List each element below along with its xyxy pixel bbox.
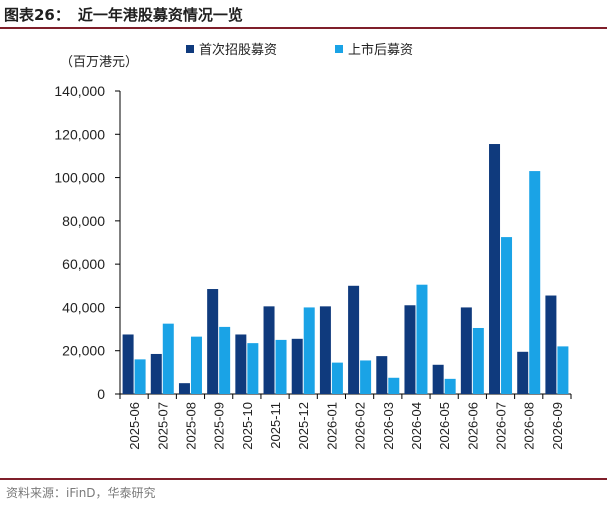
bar-ipo-2025-08 (178, 383, 190, 394)
bar-followon-2025-07 (162, 323, 174, 394)
y-tick-label: 100,000 (54, 170, 105, 186)
source-note: 资料来源：iFinD，华泰研究 (6, 486, 156, 500)
x-tick-label: 2026-03 (381, 402, 396, 450)
bar-followon-2026-05 (444, 378, 456, 394)
x-tick-label: 2025-08 (183, 402, 198, 450)
bar-ipo-2025-11 (263, 306, 275, 394)
x-tick-label: 2025-09 (212, 402, 227, 450)
x-axis: 2025-06 2025-07 2025-08 2025-09 2025-10 2025-… (119, 393, 572, 450)
x-tick-label: 2025-12 (296, 402, 311, 450)
x-tick-label: 2026-01 (324, 402, 339, 450)
bar-followon-2026-07 (501, 237, 513, 394)
bar-ipo-2025-06 (122, 334, 134, 394)
x-tick-label: 2026-09 (550, 402, 565, 450)
y-unit-label: （百万港元） (60, 55, 138, 70)
bar-ipo-2026-05 (432, 364, 444, 394)
legend-swatch-ipo (186, 45, 194, 53)
bar-ipo-2026-08 (517, 351, 529, 394)
y-tick-label: 40,000 (62, 299, 105, 315)
bar-ipo-2026-01 (319, 306, 331, 394)
y-tick-label: 120,000 (54, 126, 105, 142)
bar-followon-2025-12 (303, 307, 315, 394)
bar-ipo-2025-10 (235, 334, 247, 394)
bar-ipo-2026-06 (460, 307, 472, 394)
figure-title: 图表26： 近一年港股募资情况一览 (4, 4, 243, 25)
figure-label: 图表26： (4, 6, 70, 24)
bar-followon-2026-08 (529, 171, 541, 394)
bar-followon-2025-06 (134, 359, 146, 394)
bar-followon-2026-09 (557, 346, 569, 394)
x-tick-label: 2026-06 (465, 402, 480, 450)
x-tick-label: 2026-04 (409, 402, 424, 450)
bars (122, 144, 569, 394)
bar-ipo-2026-04 (404, 305, 416, 394)
bar-ipo-2025-07 (150, 353, 162, 394)
bar-ipo-2026-02 (348, 285, 360, 394)
x-tick-label: 2026-05 (437, 402, 452, 450)
bar-followon-2026-01 (331, 362, 343, 394)
y-axis: 0 20,000 40,000 60,000 80,000 100,000 120,000 1… (54, 83, 121, 402)
legend-label-ipo: 首次招股募资 (199, 42, 277, 58)
bar-followon-2025-11 (275, 339, 287, 394)
top-rule (0, 27, 607, 29)
x-tick-label: 2026-02 (353, 402, 368, 450)
x-tick-label: 2025-10 (240, 402, 255, 450)
x-tick-label: 2025-11 (268, 402, 283, 449)
bar-ipo-2026-07 (489, 144, 501, 394)
y-tick-label: 20,000 (62, 343, 105, 359)
y-tick-label: 80,000 (62, 213, 105, 229)
x-tick-label: 2026-07 (494, 402, 509, 450)
bar-followon-2025-10 (247, 343, 259, 394)
bar-followon-2026-02 (360, 360, 372, 394)
y-tick-label: 0 (97, 386, 105, 402)
y-tick-label: 60,000 (62, 256, 105, 272)
bar-followon-2026-03 (388, 377, 400, 394)
legend: 首次招股募资 上市后募资 (186, 42, 413, 58)
bar-followon-2025-08 (190, 336, 202, 394)
legend-swatch-followon (335, 45, 343, 53)
bar-ipo-2026-09 (545, 295, 557, 394)
x-tick-label: 2025-07 (155, 402, 170, 450)
figure-heading: 近一年港股募资情况一览 (77, 6, 243, 24)
bar-ipo-2026-03 (376, 356, 388, 394)
bar-followon-2025-09 (219, 326, 231, 394)
y-tick-label: 140,000 (54, 83, 105, 99)
bar-followon-2026-06 (472, 327, 484, 394)
legend-label-followon: 上市后募资 (348, 42, 413, 58)
bar-followon-2026-04 (416, 284, 428, 394)
x-tick-label: 2025-06 (127, 402, 142, 450)
bar-ipo-2025-09 (207, 289, 219, 394)
bottom-rule (0, 478, 607, 480)
x-tick-label: 2026-08 (522, 402, 537, 450)
bar-ipo-2025-12 (291, 338, 303, 394)
